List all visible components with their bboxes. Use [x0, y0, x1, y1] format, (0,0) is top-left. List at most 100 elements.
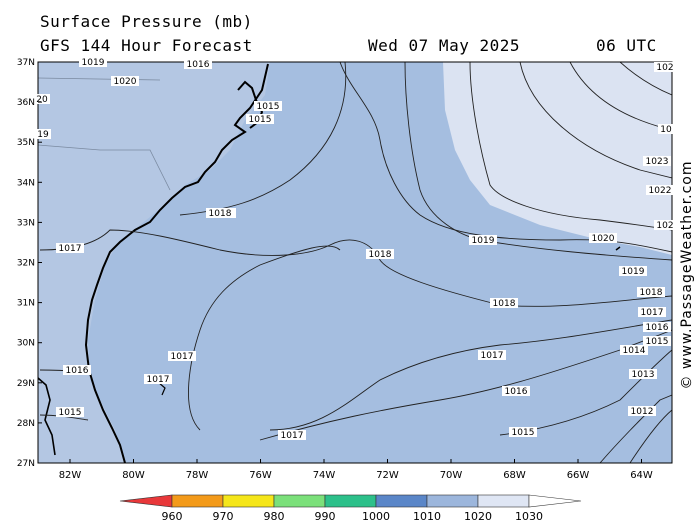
pressure-legend: 960 970 980 990 1000 1010 1020 1030	[119, 494, 582, 523]
isobar-label-bg	[619, 266, 647, 276]
lat-label: 28N	[17, 419, 35, 429]
isobar-labels: 1019 1020 1016 1016 1015 1015 19 20 1018 1017 1018…	[34, 57, 676, 441]
legend-label: 1030	[515, 510, 543, 523]
lon-label: 80W	[122, 470, 145, 481]
lat-label: 36N	[17, 98, 35, 108]
isobar-label: 1015	[512, 428, 535, 438]
isobar-label: 1017	[281, 431, 304, 441]
isobar-label: 1016	[187, 60, 210, 70]
lat-label: 37N	[17, 58, 35, 68]
isobar-label: 1017	[59, 244, 82, 254]
isobar-label-bg	[490, 298, 518, 308]
isobar-label: 19	[37, 130, 49, 140]
latitude-labels: 37N 36N 35N 34N 33N 32N 31N 30N 29N 28N 27N	[17, 58, 42, 469]
isobar-label-bg	[646, 185, 674, 195]
isobar-label-bg	[478, 350, 506, 360]
isobar-label-bg	[35, 129, 51, 139]
legend-label: 1010	[413, 510, 441, 523]
isobar-label: 1018	[493, 299, 516, 309]
isobar-label: 1022	[649, 186, 672, 196]
lat-label: 27N	[17, 459, 35, 469]
legend-label: 980	[264, 510, 285, 523]
isobar-label: 1016	[66, 366, 89, 376]
isobar-label-bg	[206, 208, 234, 218]
isobar-label-bg	[184, 59, 212, 69]
high-pressure-area	[443, 62, 672, 255]
isobar-label: 1018	[640, 288, 663, 298]
isobar-label-bg	[589, 233, 617, 243]
isobar-label: 10	[660, 125, 672, 135]
isobar-label: 1018	[209, 209, 232, 219]
coastline	[84, 63, 269, 463]
isobar-label: 1016	[505, 387, 528, 397]
isobar-label-bg	[278, 430, 306, 440]
isobar-label: 1019	[622, 267, 645, 277]
isobar-label-bg	[629, 369, 657, 379]
isobar-label: 1020	[592, 234, 615, 244]
legend-label: 970	[213, 510, 234, 523]
forecast-date: Wed 07 May 2025	[368, 36, 520, 55]
isobar-label: 1017	[147, 375, 170, 385]
isobar-label: 1019	[472, 236, 495, 246]
isobar-label: 1016	[646, 323, 669, 333]
isobar-label-bg	[56, 407, 84, 417]
legend-arrow-high	[528, 494, 582, 508]
isobar-label-bg	[144, 374, 172, 384]
forecast-time: 06 UTC	[596, 36, 657, 55]
lat-label: 32N	[17, 259, 35, 269]
isobar-label: 102	[656, 63, 673, 73]
lon-label: 72W	[376, 470, 399, 481]
isobar-label: 1015	[59, 408, 82, 418]
legend-label: 960	[162, 510, 183, 523]
legend-arrow-low	[119, 494, 173, 508]
isobars	[39, 62, 672, 463]
isobar-label: 20	[36, 95, 48, 105]
isobar-label-bg	[469, 235, 497, 245]
isobar-label-bg	[366, 249, 394, 259]
isobar-label-bg	[658, 124, 674, 134]
lon-label: 70W	[440, 470, 463, 481]
lon-label: 68W	[503, 470, 526, 481]
isobar-label-bg	[509, 427, 537, 437]
isobar-label: 1017	[481, 351, 504, 361]
lat-label: 35N	[17, 138, 35, 148]
lon-label: 82W	[59, 470, 82, 481]
lat-label: 34N	[17, 178, 35, 188]
lon-label: 64W	[630, 470, 653, 481]
isobar-label: 1015	[257, 102, 280, 112]
isobar-label-bg	[638, 307, 666, 317]
isobar-label: 102	[656, 221, 673, 231]
isobar-label: 1014	[623, 346, 646, 356]
isobar-label-bg	[643, 322, 671, 332]
legend-swatch	[171, 494, 224, 508]
map-title: Surface Pressure (mb)	[40, 12, 253, 31]
isobar-label-bg	[246, 114, 274, 124]
isobar-label-bg	[168, 351, 196, 361]
lon-label: 74W	[313, 470, 336, 481]
isobar-label-bg	[654, 220, 676, 230]
isobar-label-bg	[643, 156, 671, 166]
land-area	[38, 62, 270, 463]
legend-swatch	[324, 494, 377, 508]
isobar-label-bg	[643, 336, 671, 346]
isobar-label: 1017	[641, 308, 664, 318]
legend-swatch	[222, 494, 275, 508]
florida-west-coast	[38, 377, 56, 456]
lon-label: 66W	[567, 470, 590, 481]
isobar-label: 1017	[171, 352, 194, 362]
isobar-label-bg	[79, 57, 107, 67]
lat-label: 31N	[17, 299, 35, 309]
isobar-label-bg	[56, 243, 84, 253]
isobar-label: 1012	[631, 407, 654, 417]
longitude-labels: 82W 80W 78W 76W 74W 72W 70W 68W 66W 64W	[59, 459, 653, 481]
isobar-label-bg	[254, 101, 282, 111]
legend-label: 1020	[464, 510, 492, 523]
lat-label: 33N	[17, 218, 35, 228]
isobar-label-bg	[654, 62, 676, 72]
lon-label: 78W	[186, 470, 209, 481]
credit-watermark: © www.PassageWeather.com	[679, 160, 695, 390]
lat-label: 29N	[17, 379, 35, 389]
legend-swatch	[477, 494, 530, 508]
isobar-label-bg	[628, 406, 656, 416]
